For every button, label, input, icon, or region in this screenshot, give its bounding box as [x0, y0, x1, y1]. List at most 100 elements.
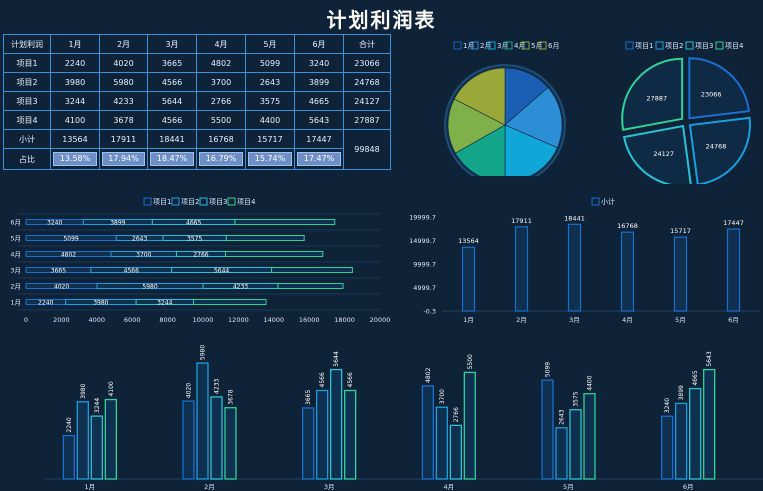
x-tick-label: 6月 [728, 316, 739, 324]
bar [316, 389, 329, 480]
legend-swatch [521, 41, 530, 50]
legend-swatch [470, 41, 479, 50]
data-label: 17447 [723, 219, 744, 227]
bar [210, 396, 223, 480]
data-label: 3700 [439, 389, 446, 404]
table-cell: 3678 [99, 110, 148, 130]
table-cell: 15717 [245, 129, 295, 149]
table-cell: 4566 [147, 72, 197, 92]
hbar-segment [234, 219, 336, 225]
x-tick-label: 0 [24, 316, 28, 324]
x-tick-label: 5月 [563, 483, 574, 491]
data-label: 2643 [559, 409, 566, 424]
data-label: 3700 [136, 251, 151, 258]
data-label: 5980 [142, 283, 157, 290]
data-label: 4566 [319, 372, 326, 387]
data-label: 3244 [157, 299, 172, 306]
bar [541, 379, 554, 480]
data-label: 5500 [467, 354, 474, 369]
bar [421, 385, 434, 480]
x-tick-label: 2000 [53, 316, 70, 324]
hbar-segment [225, 235, 305, 241]
data-label: 3899 [678, 385, 685, 400]
bar [62, 434, 75, 480]
bar [196, 362, 209, 480]
data-label: 5099 [545, 362, 552, 377]
data-label: 5644 [214, 267, 229, 274]
x-tick-label: 6月 [683, 483, 694, 491]
table-cell: 4566 [147, 110, 197, 130]
data-label: 5099 [63, 235, 78, 242]
table-cell: 4802 [196, 53, 246, 73]
bar [90, 415, 103, 480]
row-total: 24768 [343, 72, 391, 92]
month-pie-chart: 1月 2月 3月 4月 5月 6月 [444, 41, 566, 176]
table-cell: 17911 [99, 129, 148, 149]
legend-label: 项目1 [635, 42, 653, 50]
x-tick-label: 3月 [324, 483, 335, 491]
table-header-row: 计划利润 1月 2月 3月 4月 5月 6月 合计 [3, 34, 391, 54]
row-label: 项目3 [3, 91, 51, 111]
legend-swatch [453, 41, 462, 50]
legend-label: 4月 [514, 42, 525, 50]
x-tick-label: 4月 [622, 316, 633, 324]
y-tick-label: 1月 [10, 299, 21, 307]
hbar-segment [271, 267, 353, 273]
y-tick-label: 14999.7 [409, 237, 436, 245]
ratio-cell: 17.47% [297, 152, 341, 166]
data-label: 13564 [458, 237, 479, 245]
data-label: 3240 [664, 398, 671, 413]
x-tick-label: 5月 [675, 316, 686, 324]
legend-swatch [199, 197, 208, 206]
data-label: 3244 [94, 398, 101, 413]
table-cell: 5500 [196, 110, 246, 130]
table-header-cell: 2月 [99, 34, 148, 54]
table-cell: 3240 [294, 53, 344, 73]
bar [583, 393, 596, 480]
data-label: 18441 [564, 214, 585, 222]
legend-swatch [171, 197, 180, 206]
table-header-cell: 4月 [196, 34, 246, 54]
row-label: 项目4 [3, 110, 51, 130]
x-tick-label: 14000 [263, 316, 284, 324]
x-tick-label: 1月 [85, 483, 96, 491]
ratio-cell: 18.47% [150, 152, 194, 166]
table-cell: 4400 [245, 110, 295, 130]
data-label: 4665 [186, 219, 201, 226]
bar [224, 407, 237, 480]
table-header-cell: 6月 [294, 34, 344, 54]
y-tick-label: 9999.7 [413, 261, 436, 269]
table-row: 项目1 2240 4020 3665 4802 5099 3240 23066 [3, 53, 391, 73]
data-label: 4100 [108, 381, 115, 396]
table-cell: 2643 [245, 72, 295, 92]
data-label: 4020 [54, 283, 69, 290]
bar [463, 371, 476, 480]
table-cell: 4233 [99, 91, 148, 111]
slice-label: 27887 [646, 95, 667, 103]
data-label: 2766 [453, 407, 460, 422]
data-label: 5644 [333, 351, 340, 366]
data-label: 4665 [692, 370, 699, 385]
x-tick-label: 4000 [89, 316, 106, 324]
x-tick-label: 2月 [204, 483, 215, 491]
row-label: 占比 [3, 148, 51, 170]
y-tick-label: 6月 [10, 219, 21, 227]
ratio-cell: 17.94% [102, 152, 145, 166]
table-row: 项目2 3980 5980 4566 3700 2643 3899 24768 [3, 72, 391, 92]
legend-swatch [504, 41, 513, 50]
data-label: 4566 [124, 267, 139, 274]
table-header-cell: 合计 [343, 34, 391, 54]
legend-swatch [655, 41, 664, 50]
x-tick-label: 2月 [516, 316, 527, 324]
ratio-cell: 13.58% [53, 152, 97, 166]
table-cell: 4020 [99, 53, 148, 73]
table-header-cell: 计划利润 [3, 34, 51, 54]
bar [461, 246, 476, 312]
pie-slice [504, 87, 563, 149]
data-label: 4802 [425, 367, 432, 382]
table-header-cell: 5月 [245, 34, 295, 54]
table-cell: 2766 [196, 91, 246, 111]
data-label: 3980 [93, 299, 108, 306]
data-label: 4233 [233, 283, 248, 290]
table-cell: 18441 [147, 129, 197, 149]
